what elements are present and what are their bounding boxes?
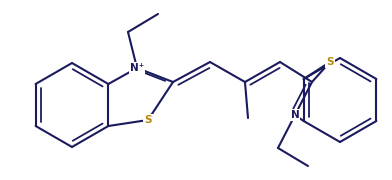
Text: N⁺: N⁺ <box>130 63 144 73</box>
Text: S: S <box>144 115 152 125</box>
Text: S: S <box>326 57 334 67</box>
Text: N: N <box>290 110 299 120</box>
